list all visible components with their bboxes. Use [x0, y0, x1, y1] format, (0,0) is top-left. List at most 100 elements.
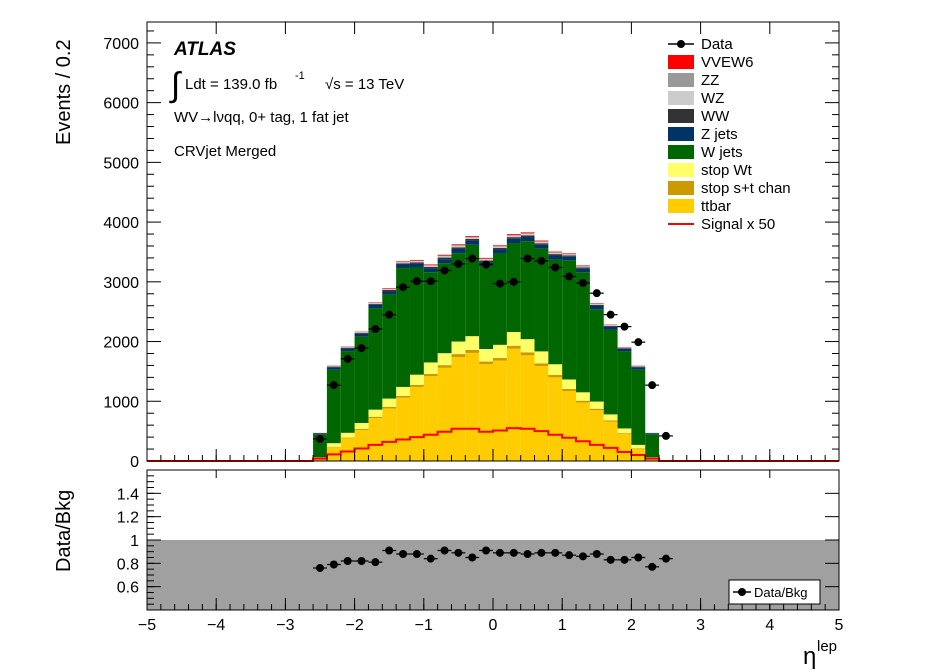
bar-stop_wt-2 [340, 432, 355, 438]
bar-stop_wt-21 [603, 414, 618, 421]
bar-wz-20 [589, 304, 604, 305]
bar-wz-3 [354, 332, 369, 333]
bar-wz-16 [534, 241, 549, 244]
bar-wz-19 [576, 266, 590, 268]
bar-stop_st-22 [617, 433, 632, 435]
bar-zz-18 [562, 253, 577, 255]
bar-ww-6 [396, 263, 410, 265]
main-bars [313, 232, 660, 461]
ratio-point-17 [551, 548, 560, 557]
bar-stop_st-8 [423, 373, 438, 377]
bar-ttbar-16 [534, 366, 549, 461]
bar-ww-18 [562, 255, 577, 257]
legend-label: WW [701, 108, 730, 125]
bar-wz-15 [520, 233, 535, 236]
main-y-tick-label: 7000 [103, 36, 139, 53]
bar-w_jets-14 [506, 242, 521, 332]
main-y-axis-title: Events / 0.2 [53, 39, 75, 145]
ratio-point-23 [634, 553, 643, 562]
bar-vvew6-14 [506, 234, 521, 235]
ratio-plot: 0.6 0.8 1 1.2 1.4 −5 −4 −3 −2 −1 0 1 2 3 4 5 [117, 469, 844, 634]
bar-zz-11 [465, 236, 480, 238]
bar-ww-19 [576, 267, 590, 269]
bar-stop_wt-18 [562, 379, 577, 390]
legend-data-marker [677, 40, 685, 48]
bar-stop_wt-22 [617, 428, 632, 434]
bar-zz-8 [423, 265, 438, 266]
main-y-tick-labels: 0 1000 2000 3000 4000 5000 6000 7000 [103, 36, 139, 471]
bar-stop_wt-19 [576, 392, 590, 401]
data-point-4 [371, 325, 380, 334]
bar-z_jets-13 [493, 249, 507, 254]
bar-stop_st-19 [576, 400, 590, 403]
legend-label: stop s+t chan [701, 180, 791, 197]
bar-wz-8 [423, 265, 438, 267]
ratio-y-tick-label: 1 [130, 533, 139, 550]
ratio-y-tick-label: 1.4 [117, 486, 139, 503]
bar-ww-22 [617, 348, 632, 350]
bar-stop_st-7 [409, 384, 424, 387]
atlas-label: ATLAS [173, 39, 236, 60]
bar-z_jets-22 [617, 349, 632, 352]
bar-ww-20 [589, 304, 604, 307]
bar-stop_st-12 [479, 361, 493, 365]
bar-w_jets-4 [368, 308, 383, 410]
legend-swatch-vvew6 [668, 55, 694, 69]
bar-wz-4 [368, 303, 383, 304]
bar-stop_wt-4 [368, 409, 383, 417]
ratio-y-tick-label: 0.8 [117, 556, 139, 573]
ratio-point-3 [357, 557, 366, 565]
bar-w_jets-24 [645, 434, 660, 458]
ratio-point-12 [482, 546, 491, 555]
bar-ttbar-10 [451, 357, 466, 461]
bar-z_jets-15 [520, 237, 535, 242]
bar-stop_wt-5 [382, 398, 397, 407]
main-y-tick-label: 2000 [103, 335, 139, 352]
bar-stop_wt-20 [589, 401, 604, 409]
bar-stop_st-23 [631, 448, 646, 450]
bar-stop_wt-14 [506, 331, 521, 346]
bar-zz-9 [437, 255, 452, 257]
bar-ww-15 [520, 235, 535, 238]
legend-swatch-z_jets [668, 127, 694, 141]
bar-vvew6-19 [576, 265, 590, 267]
bar-stop_st-16 [534, 363, 549, 367]
bar-vvew6-9 [437, 254, 452, 256]
bar-stop_wt-23 [631, 444, 646, 449]
main-y-tick-label: 1000 [103, 394, 139, 411]
bar-ttbar-12 [479, 364, 493, 461]
bar-w_jets-17 [548, 259, 563, 365]
bar-z_jets-8 [423, 268, 438, 273]
bar-ttbar-3 [354, 429, 369, 461]
bar-w_jets-20 [589, 309, 604, 402]
bar-ww-8 [423, 266, 438, 269]
bar-ttbar-4 [368, 417, 383, 461]
bar-w_jets-11 [465, 244, 480, 337]
main-y-tick-label: 6000 [103, 96, 139, 113]
bar-ww-13 [493, 248, 507, 250]
bar-z_jets-10 [451, 248, 466, 254]
bar-stop_st-18 [562, 389, 577, 392]
bar-vvew6-13 [493, 245, 507, 247]
bar-ttbar-14 [506, 348, 521, 461]
bar-wz-14 [506, 235, 521, 238]
data-point-15 [523, 254, 532, 263]
signal-line [147, 427, 839, 462]
ratio-point-7 [412, 550, 421, 558]
main-y-tick-label: 5000 [103, 155, 139, 172]
x-tick-label: 5 [835, 617, 844, 634]
bar-vvew6-15 [520, 232, 535, 234]
bar-z_jets-5 [382, 291, 397, 295]
bar-w_jets-10 [451, 253, 466, 342]
bar-stop_wt-13 [493, 344, 507, 358]
ratio-point-8 [426, 554, 435, 563]
bar-ttbar-20 [589, 410, 604, 461]
bar-ww-16 [534, 243, 549, 245]
bar-w_jets-9 [437, 263, 452, 354]
ratio-point-15 [523, 550, 532, 558]
bar-w_jets-3 [354, 336, 369, 424]
ratio-point-14 [509, 548, 518, 557]
bar-ttbar-17 [548, 377, 563, 461]
ratio-point-25 [662, 554, 670, 563]
data-point-0 [316, 434, 324, 443]
